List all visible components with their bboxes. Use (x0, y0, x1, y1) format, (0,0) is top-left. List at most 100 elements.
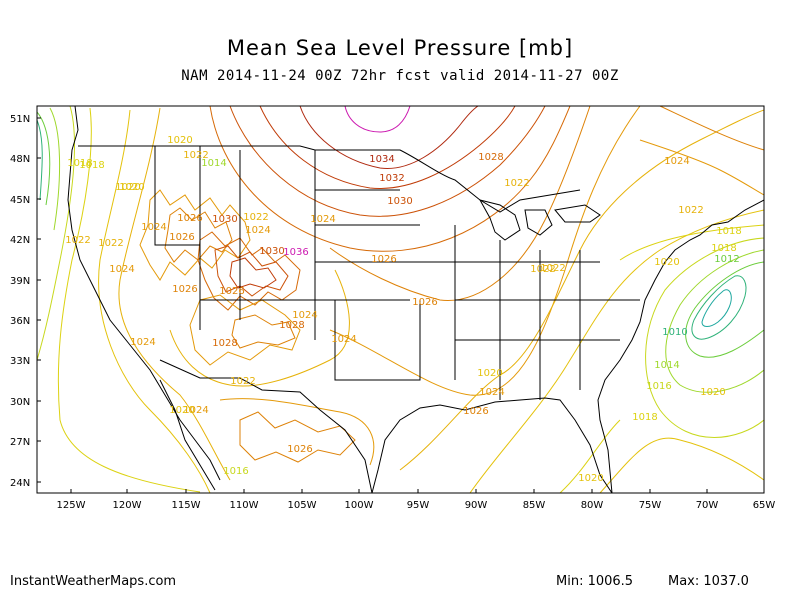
isobar-label: 1014 (654, 360, 679, 371)
lat-tick-label: 42N (10, 235, 30, 246)
lon-tick-label: 110W (230, 500, 259, 511)
isobar-1022-sw (169, 269, 350, 387)
isobar-1022-east (399, 109, 764, 471)
isobar-label: 1024 (245, 225, 270, 236)
isobar-label: 1022 (183, 150, 208, 161)
west-coastline (67, 106, 221, 481)
isobar-label: 1020 (654, 257, 679, 268)
isobar-label: 1022 (98, 238, 123, 249)
isobar-label: 1026 (177, 213, 202, 224)
isobar-label: 1026 (371, 254, 396, 265)
isobar-1014-atl (665, 249, 764, 393)
isobar-1016-atl (645, 237, 764, 438)
isobar-label: 1024 (109, 264, 134, 275)
isobar-1024-ne (639, 139, 764, 196)
isobar-label: 1024 (183, 405, 208, 416)
isobar-label: 1026 (219, 286, 244, 297)
isobar-label: 1030 (212, 214, 237, 225)
lat-tick-label: 24N (10, 478, 30, 489)
isobar-1020-west (98, 109, 211, 493)
lat-tick-label: 33N (10, 356, 30, 367)
isobar-label: 1032 (379, 173, 404, 184)
gulf-coastline (371, 397, 613, 493)
isobar-label: 1018 (79, 160, 104, 171)
great-lakes (479, 199, 601, 241)
isobar-1024-tx (219, 398, 375, 466)
mexico-border (159, 359, 373, 493)
isobar-1018-gulf (559, 419, 621, 493)
isobar-label: 1020 (119, 182, 144, 193)
isobar-label: 1030 (259, 246, 284, 257)
isobar-label: 1026 (172, 284, 197, 295)
lon-tick-label: 125W (57, 500, 86, 511)
lat-tick-label: 51N (10, 114, 30, 125)
geography-layer (67, 106, 764, 493)
baja-coastline (159, 379, 216, 491)
isobar-label: 1026 (287, 444, 312, 455)
state-line-9 (334, 300, 421, 381)
isobar-label: 1020 (115, 182, 140, 193)
isobar-label: 1024 (141, 222, 166, 233)
lat-tick-label: 39N (10, 276, 30, 287)
map-title: Mean Sea Level Pressure [mb] (226, 36, 574, 60)
lon-tick-label: 75W (639, 500, 662, 511)
isobar-1028 (209, 106, 571, 252)
lon-tick-label: 105W (288, 500, 317, 511)
longitude-axis: 125W 120W 115W 110W 105W 100W 95W 90W 85W 80W 75W 7… (57, 489, 776, 511)
isobar-label: 1022 (243, 212, 268, 223)
latitude-axis: 51N 48N 45N 42N 39N 36N 33N 30N 27N 24N (10, 114, 41, 489)
lon-tick-label: 70W (696, 500, 719, 511)
lat-tick-label: 27N (10, 437, 30, 448)
plot-frame (36, 105, 765, 494)
lon-tick-label: 100W (345, 500, 374, 511)
isobar-1030 (229, 106, 546, 217)
isobar-label: 1026 (463, 406, 488, 417)
isobar-label: 1012 (714, 254, 739, 265)
isobar-1012-atl (685, 261, 764, 358)
isobar-label: 1018 (716, 226, 741, 237)
lon-tick-label: 95W (407, 500, 430, 511)
isobar-1018-west (57, 107, 201, 493)
isobar-1026-east (329, 106, 591, 301)
isobar-label: 1020 (700, 387, 725, 398)
isobar-label: 1024 (479, 387, 504, 398)
max-value: Max: 1037.0 (668, 574, 749, 589)
isobar-1010-atl (691, 275, 747, 340)
min-value: Min: 1006.5 (556, 574, 634, 589)
isobar-1032 (259, 106, 516, 189)
isobar-label: 1022 (678, 205, 703, 216)
isobar-1034 (299, 106, 479, 169)
isobar-label: 1022 (530, 264, 555, 275)
lon-tick-label: 90W (465, 500, 488, 511)
isobar-label: 1022 (230, 376, 255, 387)
isobar-1012-west (37, 111, 51, 206)
isobar-label: 1020 (167, 135, 192, 146)
isobar-1026-ne (659, 106, 764, 151)
isobar-1036 (344, 106, 411, 133)
isobar-1020-atl (599, 437, 764, 493)
isobar-label: 1028 (212, 338, 237, 349)
lon-tick-label: 85W (523, 500, 546, 511)
isobar-label: 1018 (632, 412, 657, 423)
isobar-label: 1026 (169, 232, 194, 243)
isobar-label: 1024 (664, 156, 689, 167)
isobar-label: 1024 (310, 214, 335, 225)
isobar-1014-west (49, 107, 61, 231)
isobar-1018-atl (619, 224, 764, 261)
lon-tick-label: 115W (172, 500, 201, 511)
state-line-1 (154, 146, 200, 246)
isobar-label: 1022 (540, 263, 565, 274)
isobar-label: 1026 (412, 297, 437, 308)
isobar-1022-west (118, 107, 231, 481)
lon-tick-label: 65W (753, 500, 776, 511)
isobar-1026-mtn (164, 207, 233, 263)
isobar-label: 1022 (504, 178, 529, 189)
isobar-1010-west (37, 119, 43, 201)
credit-text: InstantWeatherMaps.com (10, 574, 177, 589)
lat-tick-label: 48N (10, 154, 30, 165)
isobar-label: 1028 (279, 320, 304, 331)
lat-tick-label: 36N (10, 316, 30, 327)
isobar-label: 1036 (283, 247, 308, 258)
lon-tick-label: 80W (581, 500, 604, 511)
